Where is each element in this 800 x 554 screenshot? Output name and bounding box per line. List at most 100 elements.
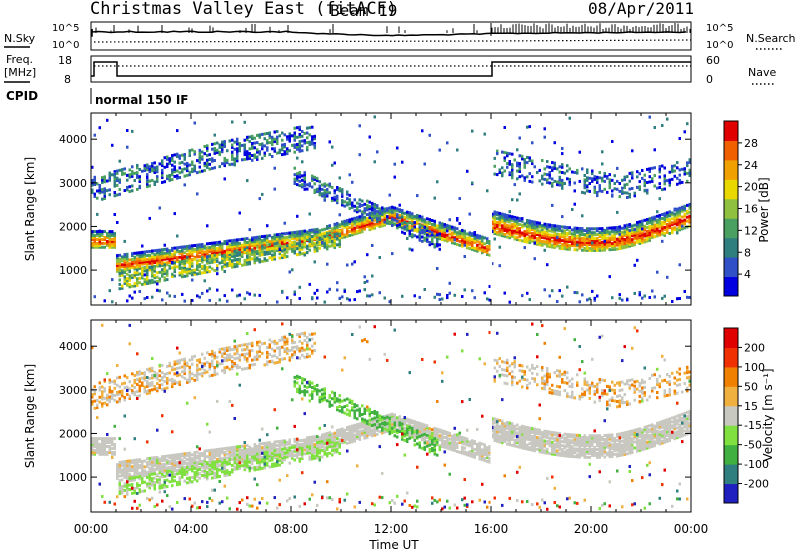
velocity-cell [176, 463, 179, 467]
power-cell [161, 260, 164, 263]
power-cell [588, 182, 591, 185]
power-cell [166, 165, 169, 169]
power-cell [656, 228, 659, 232]
power-cell [563, 231, 566, 235]
power-cell [568, 226, 571, 230]
power-cell [363, 223, 366, 227]
power-cell [231, 259, 234, 263]
power-cell [253, 141, 256, 145]
velocity-cell [218, 455, 221, 459]
velocity-cell [238, 452, 241, 456]
power-cell [288, 149, 291, 153]
power-cell [421, 239, 424, 243]
power-cell [153, 166, 156, 170]
power-cell [496, 151, 499, 155]
power-cell [571, 240, 574, 244]
power-cell [661, 232, 664, 236]
power-cell [298, 234, 301, 238]
power-cell [248, 154, 251, 158]
power-cell [96, 234, 99, 238]
power-cell [316, 229, 319, 233]
velocity-cell [123, 386, 126, 390]
power-cell [671, 229, 674, 233]
power-cell [611, 228, 614, 232]
power-cell [116, 221, 119, 224]
velocity-cell [161, 387, 164, 391]
power-cell [288, 239, 291, 243]
power-cell [578, 300, 581, 304]
power-cell [146, 182, 149, 186]
power-cell [596, 246, 599, 250]
power-cell [166, 291, 169, 295]
power-cell [436, 240, 439, 244]
power-cell [196, 159, 199, 163]
power-cell [98, 229, 101, 233]
power-cell [676, 182, 679, 186]
power-cell [448, 228, 451, 232]
velocity-cell [238, 353, 241, 357]
velocity-cell [123, 482, 126, 486]
power-cell [93, 238, 96, 241]
velocity-cell [193, 374, 196, 377]
power-cell [166, 157, 169, 161]
power-cell [218, 252, 221, 256]
velocity-cell [116, 376, 119, 380]
power-cell [511, 168, 514, 172]
power-cell [356, 222, 359, 225]
power-cell [381, 222, 384, 226]
power-cell [236, 149, 239, 153]
power-cell [156, 179, 159, 183]
velocity-cell [148, 479, 151, 483]
velocity-cell [236, 459, 239, 463]
power-cell [541, 241, 544, 245]
power-cell [396, 214, 399, 218]
velocity-cell [136, 484, 139, 488]
power-cell [91, 178, 94, 182]
power-cell [411, 222, 414, 226]
power-cell [128, 276, 131, 280]
power-cell [206, 153, 209, 157]
power-cell [218, 250, 221, 254]
power-cell [511, 198, 514, 202]
power-cell [363, 202, 366, 206]
power-cell [458, 234, 461, 237]
power-cell [296, 253, 299, 257]
power-cell [423, 236, 426, 240]
power-cell [631, 228, 634, 232]
colorbar-tick-label: 12 [744, 224, 758, 237]
power-cell [128, 175, 131, 179]
velocity-cell [236, 349, 239, 353]
power-cell [291, 237, 294, 241]
velocity-cell [238, 344, 241, 348]
power-cell [323, 243, 326, 247]
power-cell [98, 241, 101, 245]
power-cell [613, 247, 616, 251]
power-cell [238, 242, 241, 245]
velocity-cell [148, 367, 151, 371]
velocity-cell [156, 374, 159, 378]
power-cell [608, 275, 611, 279]
power-cell [213, 249, 216, 253]
power-cell [646, 188, 649, 192]
velocity-cell [146, 465, 149, 469]
velocity-cell [238, 383, 241, 387]
velocity-cell [126, 392, 129, 396]
power-cell [211, 142, 214, 146]
velocity-cell [98, 443, 101, 446]
power-cell [203, 161, 206, 165]
power-cell [518, 154, 521, 158]
power-cell [96, 189, 99, 193]
power-cell [558, 225, 561, 229]
power-cell [293, 179, 296, 183]
power-cell [513, 229, 516, 233]
power-cell [296, 232, 299, 236]
velocity-cell [93, 441, 96, 445]
power-cell [258, 143, 261, 146]
power-cell [123, 257, 126, 261]
power-cell [213, 133, 216, 137]
power-cell [508, 300, 511, 304]
power-cell [521, 223, 524, 227]
power-cell [638, 293, 641, 297]
power-cell [283, 143, 286, 146]
power-cell [608, 181, 611, 184]
